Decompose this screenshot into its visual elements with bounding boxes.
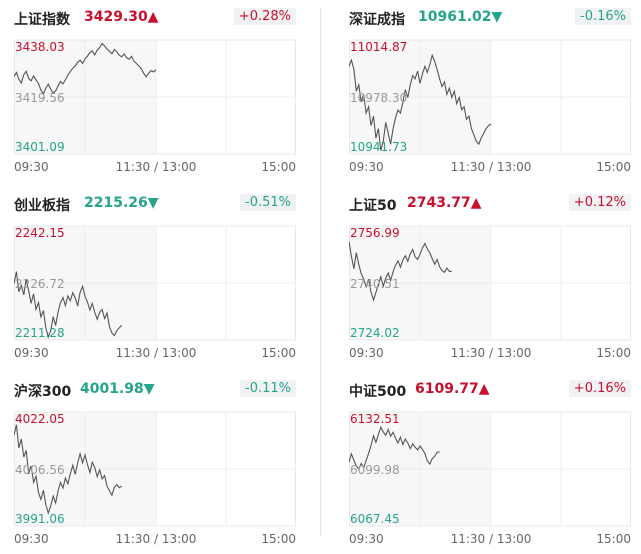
change-badge: +0.28% — [233, 8, 296, 25]
x-tick-label: 11:30 / 13:00 — [116, 346, 197, 360]
index-panel-csi300[interactable]: 沪深300 4001.98▼ -0.11% 4022.05 4006.56 3991… — [14, 378, 304, 554]
x-tick-label: 11:30 / 13:00 — [116, 160, 197, 174]
x-tick-label: 09:30 — [349, 532, 384, 546]
x-tick-label: 09:30 — [349, 346, 384, 360]
index-name: 深证成指 — [349, 12, 405, 28]
x-tick-label: 15:00 — [261, 532, 296, 546]
y-tick-label: 3438.03 — [15, 40, 65, 54]
y-tick-label: 4006.56 — [15, 463, 65, 477]
index-name: 上证指数 — [14, 12, 70, 28]
panel-header: 沪深300 4001.98▼ -0.11% — [14, 378, 304, 406]
index-value: 4001.98▼ — [80, 381, 155, 397]
y-tick-label: 2724.02 — [350, 326, 400, 340]
x-tick-label: 09:30 — [14, 346, 49, 360]
y-tick-label: 6067.45 — [350, 512, 400, 526]
x-tick-label: 09:30 — [14, 532, 49, 546]
y-tick-label: 11014.87 — [350, 40, 407, 54]
arrow-up-icon: ▲ — [478, 381, 490, 397]
x-tick-label: 15:00 — [596, 532, 631, 546]
index-name: 上证50 — [349, 198, 397, 214]
index-panel-sse50[interactable]: 上证50 2743.77▲ +0.12% 2756.99 2740.51 2724.… — [349, 192, 639, 368]
arrow-up-icon: ▲ — [470, 195, 482, 211]
index-name: 创业板指 — [14, 198, 70, 214]
x-tick-label: 11:30 / 13:00 — [116, 532, 197, 546]
price-line — [349, 241, 452, 302]
index-value: 2743.77▲ — [407, 195, 482, 211]
index-panel-chinext[interactable]: 创业板指 2215.26▼ -0.51% 2242.15 2226.72 2211.… — [14, 192, 304, 368]
y-tick-label: 4022.05 — [15, 412, 65, 426]
x-tick-label: 15:00 — [261, 346, 296, 360]
column-divider — [320, 8, 321, 536]
index-panel-shanghai-composite[interactable]: 上证指数 3429.30▲ +0.28% 3438.03 3419.56 3401.… — [14, 6, 304, 182]
y-tick-label: 2242.15 — [15, 226, 65, 240]
intraday-chart[interactable]: 11014.87 10978.30 10941.73 09:30 11:30 / 13:… — [349, 36, 639, 182]
price-line — [349, 53, 492, 151]
index-name: 中证500 — [349, 384, 407, 400]
x-tick-label: 09:30 — [14, 160, 49, 174]
x-tick-label: 15:00 — [596, 346, 631, 360]
intraday-chart[interactable]: 4022.05 4006.56 3991.06 09:30 11:30 / 13:00 1… — [14, 408, 304, 554]
index-name: 沪深300 — [14, 384, 72, 400]
intraday-chart[interactable]: 3438.03 3419.56 3401.09 09:30 11:30 / 13:00 1… — [14, 36, 304, 182]
y-tick-label: 2211.28 — [15, 326, 65, 340]
intraday-chart[interactable]: 2756.99 2740.51 2724.02 09:30 11:30 / 13:00 1… — [349, 222, 639, 368]
price-line — [14, 424, 122, 515]
arrow-down-icon: ▼ — [143, 381, 155, 397]
panel-header: 上证指数 3429.30▲ +0.28% — [14, 6, 304, 34]
index-panel-csi500[interactable]: 中证500 6109.77▲ +0.16% 6132.51 6099.98 6067… — [349, 378, 639, 554]
y-tick-label: 2226.72 — [15, 277, 65, 291]
change-badge: -0.51% — [240, 194, 296, 211]
intraday-chart[interactable]: 2242.15 2226.72 2211.28 09:30 11:30 / 13:00 1… — [14, 222, 304, 368]
intraday-chart[interactable]: 6132.51 6099.98 6067.45 09:30 11:30 / 13:00 1… — [349, 408, 639, 554]
x-tick-label: 11:30 / 13:00 — [451, 532, 532, 546]
index-value: 6109.77▲ — [415, 381, 490, 397]
y-tick-label: 2756.99 — [350, 226, 400, 240]
price-line — [14, 271, 123, 339]
price-line — [14, 42, 157, 95]
change-badge: +0.16% — [568, 380, 631, 397]
x-tick-label: 15:00 — [261, 160, 296, 174]
x-tick-label: 15:00 — [596, 160, 631, 174]
index-value: 3429.30▲ — [84, 9, 159, 25]
y-tick-label: 6099.98 — [350, 463, 400, 477]
y-tick-label: 2740.51 — [350, 277, 400, 291]
arrow-up-icon: ▲ — [147, 9, 159, 25]
y-tick-label: 3991.06 — [15, 512, 65, 526]
y-tick-label: 6132.51 — [350, 412, 400, 426]
panel-header: 创业板指 2215.26▼ -0.51% — [14, 192, 304, 220]
index-panel-shenzhen-component[interactable]: 深证成指 10961.02▼ -0.16% 11014.87 10978.30 10… — [349, 6, 639, 182]
change-badge: +0.12% — [568, 194, 631, 211]
index-value: 2215.26▼ — [84, 195, 159, 211]
panel-header: 深证成指 10961.02▼ -0.16% — [349, 6, 639, 34]
index-value: 10961.02▼ — [418, 9, 503, 25]
y-tick-label: 10941.73 — [350, 140, 407, 154]
price-line — [349, 425, 440, 471]
y-tick-label: 10978.30 — [350, 91, 407, 105]
change-badge: -0.11% — [240, 380, 296, 397]
panel-header: 中证500 6109.77▲ +0.16% — [349, 378, 639, 406]
arrow-down-icon: ▼ — [147, 195, 159, 211]
change-badge: -0.16% — [575, 8, 631, 25]
panel-header: 上证50 2743.77▲ +0.12% — [349, 192, 639, 220]
y-tick-label: 3419.56 — [15, 91, 65, 105]
arrow-down-icon: ▼ — [491, 9, 503, 25]
y-tick-label: 3401.09 — [15, 140, 65, 154]
x-tick-label: 11:30 / 13:00 — [451, 346, 532, 360]
x-tick-label: 11:30 / 13:00 — [451, 160, 532, 174]
x-tick-label: 09:30 — [349, 160, 384, 174]
